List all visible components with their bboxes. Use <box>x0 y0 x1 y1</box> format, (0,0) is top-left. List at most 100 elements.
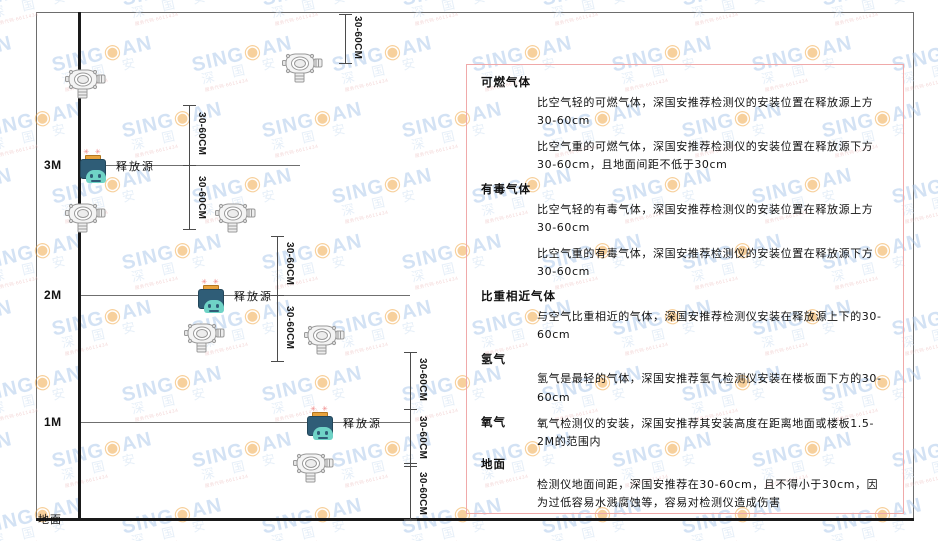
ground-baseline <box>36 518 914 521</box>
dimension-rail <box>189 105 190 230</box>
diagram-frame <box>36 12 914 520</box>
dimension-tick <box>404 519 417 520</box>
guideline-section-title: 氧气 <box>481 414 506 429</box>
source-eye-left <box>317 431 320 435</box>
installation-guidelines-panel: 可燃气体 比空气轻的可燃气体，深国安推荐检测仪的安装位置在释放源上方30-60cm… <box>466 64 904 514</box>
source-screen <box>204 300 224 313</box>
dimension-bracket <box>183 105 196 230</box>
source-screen <box>313 427 333 440</box>
source-eye-left <box>90 174 93 178</box>
source-mouth <box>318 437 328 439</box>
dimension-label: 30-60CM <box>352 16 363 60</box>
dimension-label: 30-60CM <box>417 358 428 402</box>
guideline-section: 氢气氢气是最轻的气体，深国安推荐氢气检测仪安装在楼板面下方的30-60cm <box>481 352 889 407</box>
dimension-tick <box>404 466 417 467</box>
gas-detector-icon <box>183 320 229 358</box>
dimension-bracket <box>271 236 284 362</box>
guideline-section-body: 检测仪地面间距，深国安推荐在30-60cm，且不得小于30cm，因为过低容易水溅… <box>481 476 889 512</box>
dimension-tick-bottom <box>183 229 196 230</box>
dimension-tick-top <box>271 236 284 237</box>
level-label-1m: 1M <box>44 415 62 429</box>
source-body <box>198 289 224 313</box>
guideline-paragraph: 比空气重的可燃气体，深国安推荐检测仪的安装位置在释放源下方30-60cm，且地面… <box>537 139 874 171</box>
gas-detector-icon <box>64 66 110 104</box>
source-eye-right <box>98 174 101 178</box>
dimension-label: 30-60CM <box>417 416 428 460</box>
guideline-section-title: 可燃气体 <box>481 75 531 89</box>
dimension-bracket <box>339 14 352 64</box>
release-source-label: 释放源 <box>234 290 273 303</box>
dimension-tick-top <box>183 105 196 106</box>
gas-detector-icon <box>64 200 110 238</box>
guideline-section-title: 比重相近气体 <box>481 289 556 304</box>
release-source-label: 释放源 <box>343 417 382 430</box>
guideline-section: 比重相近气体与空气比重相近的气体，深国安推荐检测仪安装在释放源上下的30-60c… <box>481 289 889 344</box>
guideline-section-body: 比空气轻的可燃气体，深国安推荐检测仪的安装位置在释放源上方30-60cm 比空气重… <box>481 94 889 175</box>
level-line-1m <box>80 422 410 423</box>
vertical-scale-axis <box>78 12 81 521</box>
gas-detector-icon <box>281 50 327 88</box>
guideline-section-title: 地面 <box>481 457 506 472</box>
guideline-section-body: 氧气检测仪的安装，深国安推荐其安装高度在距离地面或楼板1.5-2M的范围内 <box>481 415 889 451</box>
guideline-section: 氧气 氧气检测仪的安装，深国安推荐其安装高度在距离地面或楼板1.5-2M的范围内 <box>481 415 889 451</box>
guideline-section-body: 氢气是最轻的气体，深国安推荐氢气检测仪安装在楼板面下方的30-60cm <box>481 370 889 406</box>
dimension-tick-bottom <box>404 520 417 521</box>
guideline-section-body: 比空气轻的有毒气体，深国安推荐检测仪的安装位置在释放源上方30-60cm 比空气重… <box>481 201 889 282</box>
spark-icon: ✳ ✳ <box>310 405 330 413</box>
gas-detector-icon <box>303 322 349 360</box>
level-label-3m: 3M <box>44 158 62 172</box>
guideline-paragraph: 氢气是最轻的气体，深国安推荐氢气检测仪安装在楼板面下方的30-60cm <box>537 372 882 404</box>
gas-detector-icon <box>292 450 338 488</box>
guideline-paragraph: 比空气轻的可燃气体，深国安推荐检测仪的安装位置在释放源上方30-60cm <box>537 95 874 127</box>
guideline-section: 可燃气体 比空气轻的可燃气体，深国安推荐检测仪的安装位置在释放源上方30-60cm… <box>481 75 889 174</box>
dimension-tick <box>404 409 417 410</box>
dimension-rail <box>277 236 278 362</box>
spark-icon: ✳ ✳ <box>83 148 103 156</box>
guideline-section-body: 与空气比重相近的气体，深国安推荐检测仪安装在释放源上下的30-60cm <box>481 308 889 344</box>
dimension-tick-bottom <box>271 361 284 362</box>
dimension-tick <box>271 295 284 296</box>
gas-detector-icon <box>214 200 260 238</box>
dimension-tick <box>404 463 417 464</box>
guideline-paragraph: 比空气轻的有毒气体，深国安推荐检测仪的安装位置在释放源上方30-60cm <box>537 202 874 234</box>
dimension-tick-bottom <box>339 63 352 64</box>
level-label-2m: 2M <box>44 288 62 302</box>
release-source-icon: ✳ ✳ <box>78 148 108 183</box>
guideline-paragraph: 与空气比重相近的气体，深国安推荐检测仪安装在释放源上下的30-60cm <box>537 309 882 341</box>
dimension-label: 30-60CM <box>417 472 428 516</box>
guideline-section: 地面检测仪地面间距，深国安推荐在30-60cm，且不得小于30cm，因为过低容易… <box>481 457 889 512</box>
dimension-label: 30-60CM <box>284 306 295 350</box>
guideline-paragraph: 检测仪地面间距，深国安推荐在30-60cm，且不得小于30cm，因为过低容易水溅… <box>537 477 879 509</box>
dimension-rail <box>345 14 346 64</box>
release-source-icon: ✳ ✳ <box>305 405 335 440</box>
guideline-paragraph: 氧气检测仪的安装，深国安推荐其安装高度在距离地面或楼板1.5-2M的范围内 <box>537 416 875 448</box>
source-mouth <box>91 180 101 182</box>
source-screen <box>86 170 106 183</box>
dimension-tick <box>183 165 196 166</box>
source-body <box>307 416 333 440</box>
source-mouth <box>209 310 219 312</box>
dimension-tick <box>404 352 417 353</box>
guideline-section-title: 氢气 <box>481 351 506 366</box>
source-body <box>80 159 106 183</box>
release-source-label: 释放源 <box>116 160 155 173</box>
guideline-paragraph: 比空气重的有毒气体，深国安推荐检测仪的安装位置在释放源下方30-60cm <box>537 246 874 279</box>
release-source-icon: ✳ ✳ <box>196 279 226 313</box>
level-line-2m <box>80 295 410 296</box>
dimension-tick-top <box>339 14 352 15</box>
guideline-section-title: 有毒气体 <box>481 182 531 197</box>
source-eye-left <box>208 304 211 308</box>
dimension-rail <box>410 352 411 521</box>
guideline-section: 有毒气体 比空气轻的有毒气体，深国安推荐检测仪的安装位置在释放源上方30-60cm… <box>481 182 889 281</box>
source-eye-right <box>216 304 219 308</box>
dimension-label: 30-60CM <box>196 176 207 220</box>
dimension-label: 30-60CM <box>196 112 207 156</box>
source-eye-right <box>325 431 328 435</box>
dimension-bracket <box>404 352 417 521</box>
dimension-label: 30-60CM <box>284 242 295 286</box>
